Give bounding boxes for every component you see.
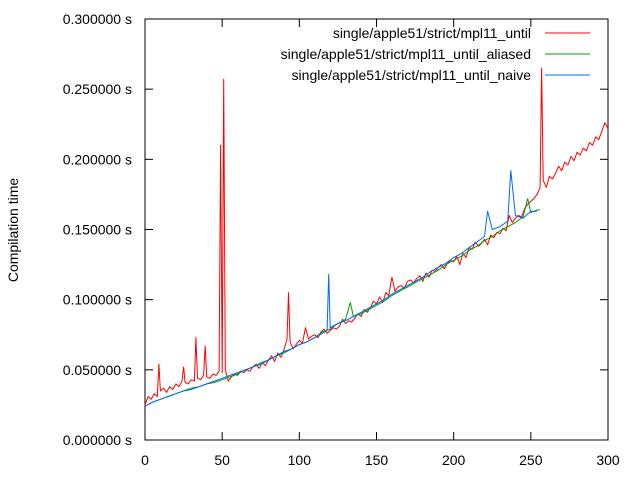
y-axis-label: Compilation time [5, 178, 21, 282]
legend: single/apple51/strict/mpl11_until single/… [281, 25, 590, 83]
y-axis-ticks: 0.000000 s 0.050000 s 0.100000 s 0.150000 s… [63, 11, 608, 448]
legend-label-2: single/apple51/strict/mpl11_until_aliase… [281, 46, 531, 62]
x-tick-label: 0 [141, 452, 149, 468]
y-tick-label: 0.050000 s [63, 362, 132, 378]
x-axis-ticks: 0 50 100 150 200 250 300 [141, 19, 620, 468]
series-line-2 [144, 198, 541, 407]
x-tick-label: 250 [519, 452, 543, 468]
legend-label-1: single/apple51/strict/mpl11_until [333, 25, 531, 41]
series-lines [144, 67, 609, 407]
y-tick-label: 0.100000 s [63, 292, 132, 308]
y-tick-label: 0.250000 s [63, 81, 132, 97]
y-tick-label: 0.200000 s [63, 151, 132, 167]
series-line-3 [144, 170, 537, 407]
x-tick-label: 200 [442, 452, 466, 468]
y-tick-label: 0.000000 s [63, 432, 132, 448]
legend-label-3: single/apple51/strict/mpl11_until_naive [292, 67, 532, 83]
x-tick-label: 300 [596, 452, 620, 468]
y-tick-label: 0.150000 s [63, 222, 132, 238]
y-tick-label: 0.300000 s [63, 11, 132, 27]
x-tick-label: 150 [365, 452, 389, 468]
x-tick-label: 50 [214, 452, 230, 468]
series-line-1 [144, 67, 609, 406]
x-tick-label: 100 [288, 452, 312, 468]
